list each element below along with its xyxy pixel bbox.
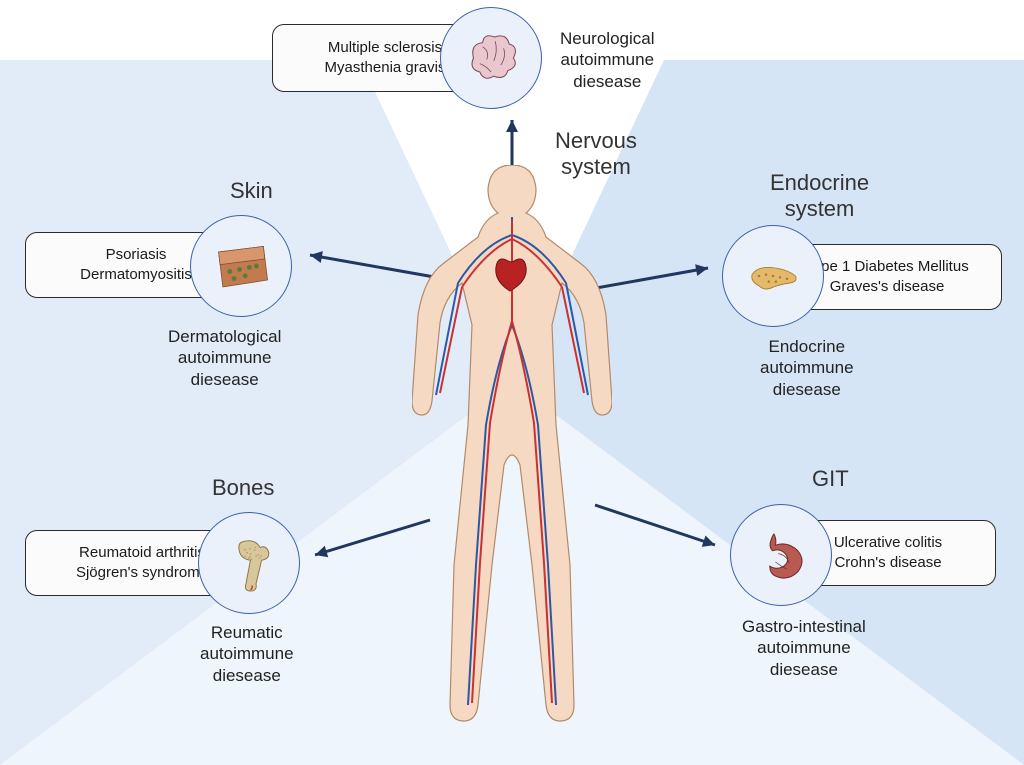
system-label-git: GIT bbox=[812, 466, 849, 492]
text: Nervoussystem bbox=[555, 128, 637, 179]
stomach-icon bbox=[730, 504, 832, 606]
system-label-skin: Skin bbox=[230, 178, 273, 204]
text: Endocrinesystem bbox=[770, 170, 869, 221]
text: Dermatologicalautoimmunediesease bbox=[168, 327, 281, 389]
system-label-bones: Bones bbox=[212, 475, 274, 501]
sub-label-git: Gastro-intestinalautoimmunediesease bbox=[742, 616, 866, 680]
sub-label-nervous: Neurologicalautoimmunediesease bbox=[560, 28, 655, 92]
text: Bones bbox=[212, 475, 274, 500]
text: GIT bbox=[812, 466, 849, 491]
sub-label-skin: Dermatologicalautoimmunediesease bbox=[168, 326, 281, 390]
brain-icon bbox=[440, 7, 542, 109]
text: Skin bbox=[230, 178, 273, 203]
bone-icon bbox=[198, 512, 300, 614]
skin-icon bbox=[190, 215, 292, 317]
pancreas-icon bbox=[722, 225, 824, 327]
system-label-nervous: Nervoussystem bbox=[555, 128, 637, 181]
text: Neurologicalautoimmunediesease bbox=[560, 29, 655, 91]
text: Reumaticautoimmunediesease bbox=[200, 623, 294, 685]
diagram-stage: Nervoussystem Multiple sclerosisMyasthen… bbox=[0, 0, 1024, 765]
human-body bbox=[412, 165, 612, 725]
text: Gastro-intestinalautoimmunediesease bbox=[742, 617, 866, 679]
system-label-endocrine: Endocrinesystem bbox=[770, 170, 869, 223]
text: Endocrineautoimmunediesease bbox=[760, 337, 854, 399]
sub-label-bones: Reumaticautoimmunediesease bbox=[200, 622, 294, 686]
sub-label-endocrine: Endocrineautoimmunediesease bbox=[760, 336, 854, 400]
